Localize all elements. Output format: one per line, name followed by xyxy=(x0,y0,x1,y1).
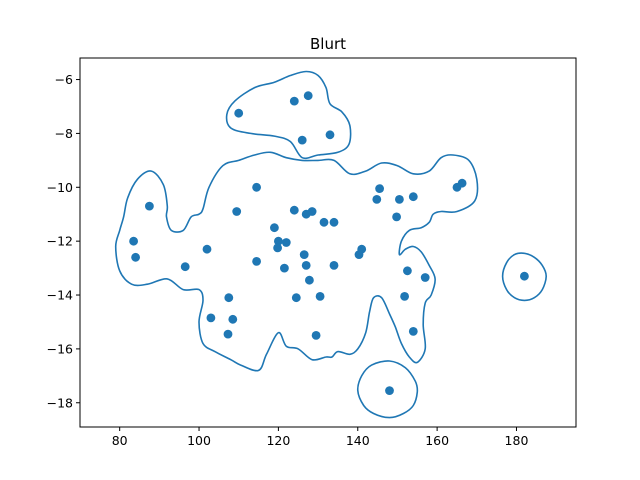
data-point-40 xyxy=(400,292,409,301)
data-point-25 xyxy=(301,261,311,270)
data-point-43 xyxy=(457,178,467,188)
data-point-47 xyxy=(223,329,233,339)
data-point-27 xyxy=(291,293,301,303)
data-point-17 xyxy=(281,238,291,247)
y-tick-label: −6 xyxy=(55,72,73,87)
data-point-29 xyxy=(329,261,339,270)
chart-title: Blurt xyxy=(310,35,346,53)
data-point-23 xyxy=(329,217,339,227)
data-point-14 xyxy=(270,223,279,233)
x-tick-label: 120 xyxy=(266,433,290,448)
data-point-39 xyxy=(420,273,430,282)
data-point-10 xyxy=(202,244,212,254)
data-point-22 xyxy=(319,217,329,227)
data-point-12 xyxy=(232,207,242,216)
x-tick-label: 140 xyxy=(346,433,370,448)
data-point-6 xyxy=(145,201,154,211)
contour-line-2 xyxy=(114,151,479,372)
data-point-8 xyxy=(131,252,141,262)
data-point-13 xyxy=(252,257,261,266)
contour-line-3 xyxy=(501,252,548,302)
data-point-46 xyxy=(228,314,238,324)
data-point-48 xyxy=(520,271,529,281)
data-point-16 xyxy=(273,243,282,253)
y-tick-label: −12 xyxy=(47,234,73,249)
y-tick-label: −8 xyxy=(55,126,73,141)
x-tick-label: 80 xyxy=(112,433,128,448)
data-point-19 xyxy=(289,205,299,215)
data-point-26 xyxy=(305,275,314,285)
data-point-34 xyxy=(372,195,382,204)
data-point-49 xyxy=(385,386,394,395)
axes-layer: 80 100 120 140 160 180 −6 −8 −10 −12 −14 −16 −18 xyxy=(47,57,577,448)
data-point-36 xyxy=(408,192,418,202)
data-point-41 xyxy=(408,327,418,336)
y-tick-label: −10 xyxy=(47,180,73,195)
data-point-38 xyxy=(403,266,412,276)
y-tick-label: −14 xyxy=(47,288,73,303)
contour-line-1 xyxy=(225,70,352,160)
y-tick-label: −18 xyxy=(47,395,73,410)
data-point-44 xyxy=(224,293,234,303)
data-point-1 xyxy=(234,108,244,118)
data-point-2 xyxy=(289,96,299,106)
data-point-5 xyxy=(325,130,335,140)
data-point-32 xyxy=(354,250,364,259)
data-point-45 xyxy=(206,313,216,323)
contour-line-4 xyxy=(356,360,419,419)
data-point-35 xyxy=(395,195,404,204)
data-point-21 xyxy=(307,207,317,216)
data-point-28 xyxy=(315,292,325,301)
x-tick-label: 160 xyxy=(425,433,449,448)
data-point-33 xyxy=(375,184,384,194)
x-tick-label: 100 xyxy=(187,433,211,448)
data-point-3 xyxy=(303,91,313,101)
data-point-9 xyxy=(180,262,190,272)
data-point-4 xyxy=(297,135,307,145)
data-point-7 xyxy=(129,236,139,246)
data-point-11 xyxy=(252,182,261,192)
data-point-30 xyxy=(311,331,321,340)
data-point-18 xyxy=(280,263,289,273)
data-point-15 xyxy=(274,236,283,246)
data-point-37 xyxy=(392,212,401,222)
axes-frame xyxy=(79,57,577,428)
x-tick-label: 180 xyxy=(505,433,529,448)
points-layer xyxy=(129,91,529,395)
data-point-24 xyxy=(299,250,309,259)
plot-area xyxy=(80,58,576,427)
contour-layer xyxy=(114,70,548,419)
y-tick-label: −16 xyxy=(47,341,73,356)
